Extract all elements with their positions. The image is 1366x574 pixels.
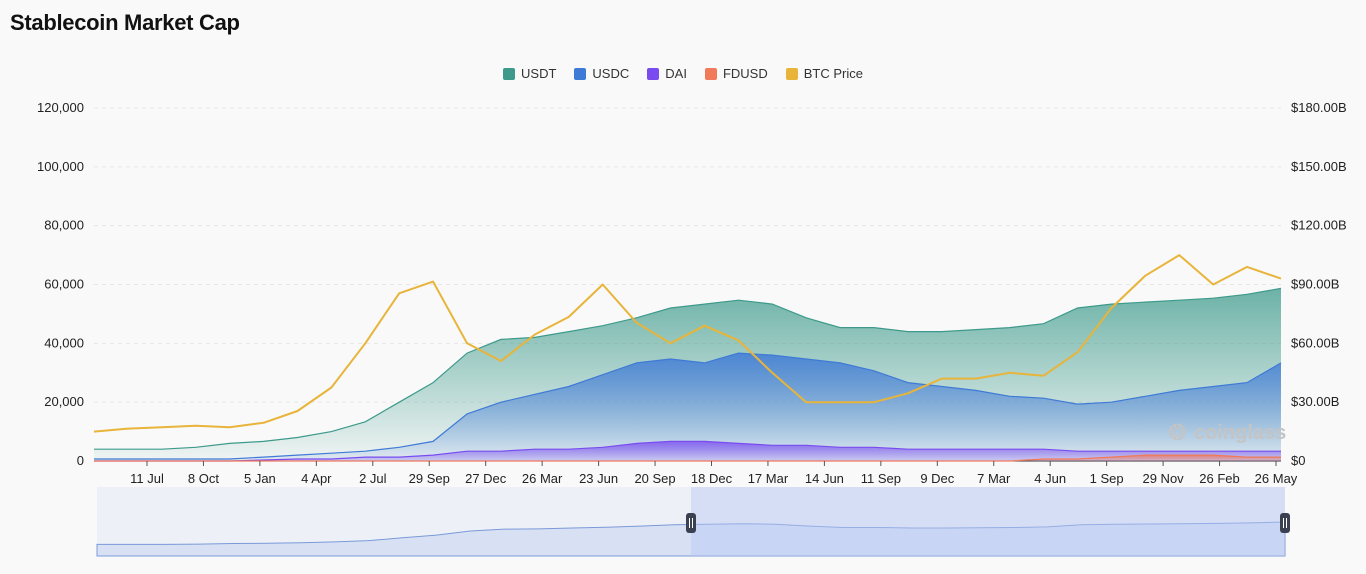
legend-label-usdt: USDT <box>521 66 557 81</box>
x-tick-label: 2 Jul <box>359 471 387 486</box>
x-tick-label: 26 May <box>1255 471 1298 486</box>
range-navigator[interactable] <box>96 487 1290 557</box>
watermark-icon: ❂ <box>1168 420 1186 445</box>
series-line-fdusd <box>94 454 1281 462</box>
x-tick-label: 9 Dec <box>920 471 954 486</box>
left-tick-label: 20,000 <box>44 394 84 409</box>
left-tick-label: 100,000 <box>37 159 84 174</box>
legend-swatch-fdusd <box>704 67 717 80</box>
x-tick-label: 26 Feb <box>1199 471 1239 486</box>
x-tick-label: 11 Sep <box>861 471 901 486</box>
legend-item-btc-price[interactable]: BTC Price <box>785 66 863 81</box>
x-axis: 11 Jul 8 Oct 5 Jan 4 Apr 2 Jul 29 Sep 27 Dec 26… <box>130 461 1298 486</box>
right-tick-label: $60.00B <box>1291 335 1339 350</box>
left-axis: 0 20,000 40,000 60,000 80,000 100,000 120,000 <box>37 100 84 468</box>
x-tick-label: 8 Oct <box>188 471 219 486</box>
legend-swatch-usdc <box>574 67 587 80</box>
page-title: Stablecoin Market Cap <box>10 10 240 35</box>
legend-item-usdt[interactable]: USDT <box>503 66 556 81</box>
right-axis: $0 $30.00B $60.00B $90.00B $120.00B $150.00B $… <box>1291 100 1347 468</box>
legend-item-fdusd[interactable]: FDUSD <box>704 66 768 81</box>
navigator-handle-right[interactable] <box>1280 513 1290 533</box>
right-tick-label: $150.00B <box>1291 159 1347 174</box>
x-tick-label: 29 Sep <box>409 471 450 486</box>
left-tick-label: 80,000 <box>44 218 84 233</box>
x-tick-label: 26 Mar <box>522 471 563 486</box>
navigator-handle-left[interactable] <box>686 513 696 533</box>
right-tick-label: $30.00B <box>1291 394 1339 409</box>
right-tick-label: $0 <box>1291 453 1305 468</box>
legend-swatch-usdt <box>503 67 516 80</box>
x-tick-label: 17 Mar <box>748 471 789 486</box>
legend-swatch-btc <box>785 67 798 80</box>
left-tick-label: 120,000 <box>37 100 84 115</box>
left-tick-label: 0 <box>77 453 84 468</box>
x-tick-label: 1 Sep <box>1090 471 1124 486</box>
right-tick-label: $90.00B <box>1291 277 1339 292</box>
left-tick-label: 40,000 <box>44 335 84 350</box>
x-tick-label: 11 Jul <box>130 471 164 486</box>
legend-label-btc-price: BTC Price <box>803 66 863 81</box>
chart-legend: USDT USDC DAI FDUSD BTC Price <box>0 66 1366 81</box>
legend-label-usdc: USDC <box>592 66 630 81</box>
series-line-dai <box>94 440 1281 462</box>
watermark-text: coinglass <box>1194 422 1286 444</box>
navigator-series <box>96 521 1286 557</box>
series-area-dai <box>94 441 1281 461</box>
x-tick-label: 20 Sep <box>634 471 675 486</box>
series-line-btc-price <box>93 254 1282 433</box>
x-tick-label: 4 Jun <box>1034 471 1066 486</box>
x-tick-label: 23 Jun <box>579 471 618 486</box>
series-area-usdc <box>94 353 1281 461</box>
legend-label-fdusd: FDUSD <box>722 66 768 81</box>
left-tick-label: 60,000 <box>44 277 84 292</box>
x-tick-label: 7 Mar <box>977 471 1011 486</box>
x-tick-label: 5 Jan <box>244 471 276 486</box>
navigator-selection[interactable] <box>691 487 1285 556</box>
x-tick-label: 4 Apr <box>301 471 332 486</box>
watermark: ❂ coinglass <box>1168 420 1286 445</box>
right-tick-label: $180.00B <box>1291 100 1347 115</box>
legend-item-dai[interactable]: DAI <box>647 66 687 81</box>
x-tick-label: 27 Dec <box>465 471 507 486</box>
legend-item-usdc[interactable]: USDC <box>574 66 629 81</box>
right-tick-label: $120.00B <box>1291 218 1347 233</box>
x-tick-label: 14 Jun <box>805 471 844 486</box>
series-layer <box>93 254 1282 462</box>
series-line-usdt <box>94 287 1282 450</box>
legend-swatch-dai <box>647 67 660 80</box>
x-tick-label: 29 Nov <box>1142 471 1184 486</box>
x-tick-label: 18 Dec <box>691 471 733 486</box>
series-line-usdc <box>94 352 1282 460</box>
legend-label-dai: DAI <box>665 66 687 81</box>
